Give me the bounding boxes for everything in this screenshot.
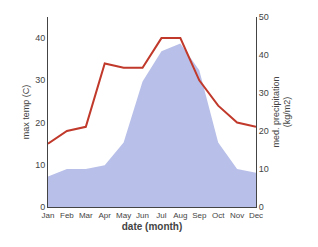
svg-text:Sep: Sep	[192, 211, 207, 220]
svg-text:Dec: Dec	[249, 211, 263, 220]
svg-text:50: 50	[259, 12, 269, 22]
svg-text:Mar: Mar	[79, 211, 93, 220]
svg-text:Oct: Oct	[212, 211, 225, 220]
svg-text:20: 20	[35, 118, 45, 128]
svg-text:0: 0	[40, 202, 45, 212]
svg-text:40: 40	[259, 50, 269, 60]
svg-text:max temp (C): max temp (C)	[21, 85, 31, 140]
svg-text:20: 20	[259, 126, 269, 136]
svg-text:Jul: Jul	[156, 211, 166, 220]
svg-text:med. precipitation(kg/m2): med. precipitation(kg/m2)	[271, 76, 293, 147]
svg-text:date (month): date (month)	[122, 221, 183, 232]
svg-text:Feb: Feb	[60, 211, 74, 220]
svg-text:Jun: Jun	[136, 211, 149, 220]
svg-text:10: 10	[35, 160, 45, 170]
svg-text:30: 30	[259, 88, 269, 98]
svg-text:Jan: Jan	[42, 211, 55, 220]
svg-text:Apr: Apr	[99, 211, 112, 220]
svg-text:0: 0	[259, 202, 264, 212]
svg-text:30: 30	[35, 75, 45, 85]
svg-text:10: 10	[259, 164, 269, 174]
svg-text:40: 40	[35, 33, 45, 43]
svg-text:Aug: Aug	[173, 211, 187, 220]
svg-text:Nov: Nov	[230, 211, 244, 220]
svg-text:May: May	[116, 211, 131, 220]
